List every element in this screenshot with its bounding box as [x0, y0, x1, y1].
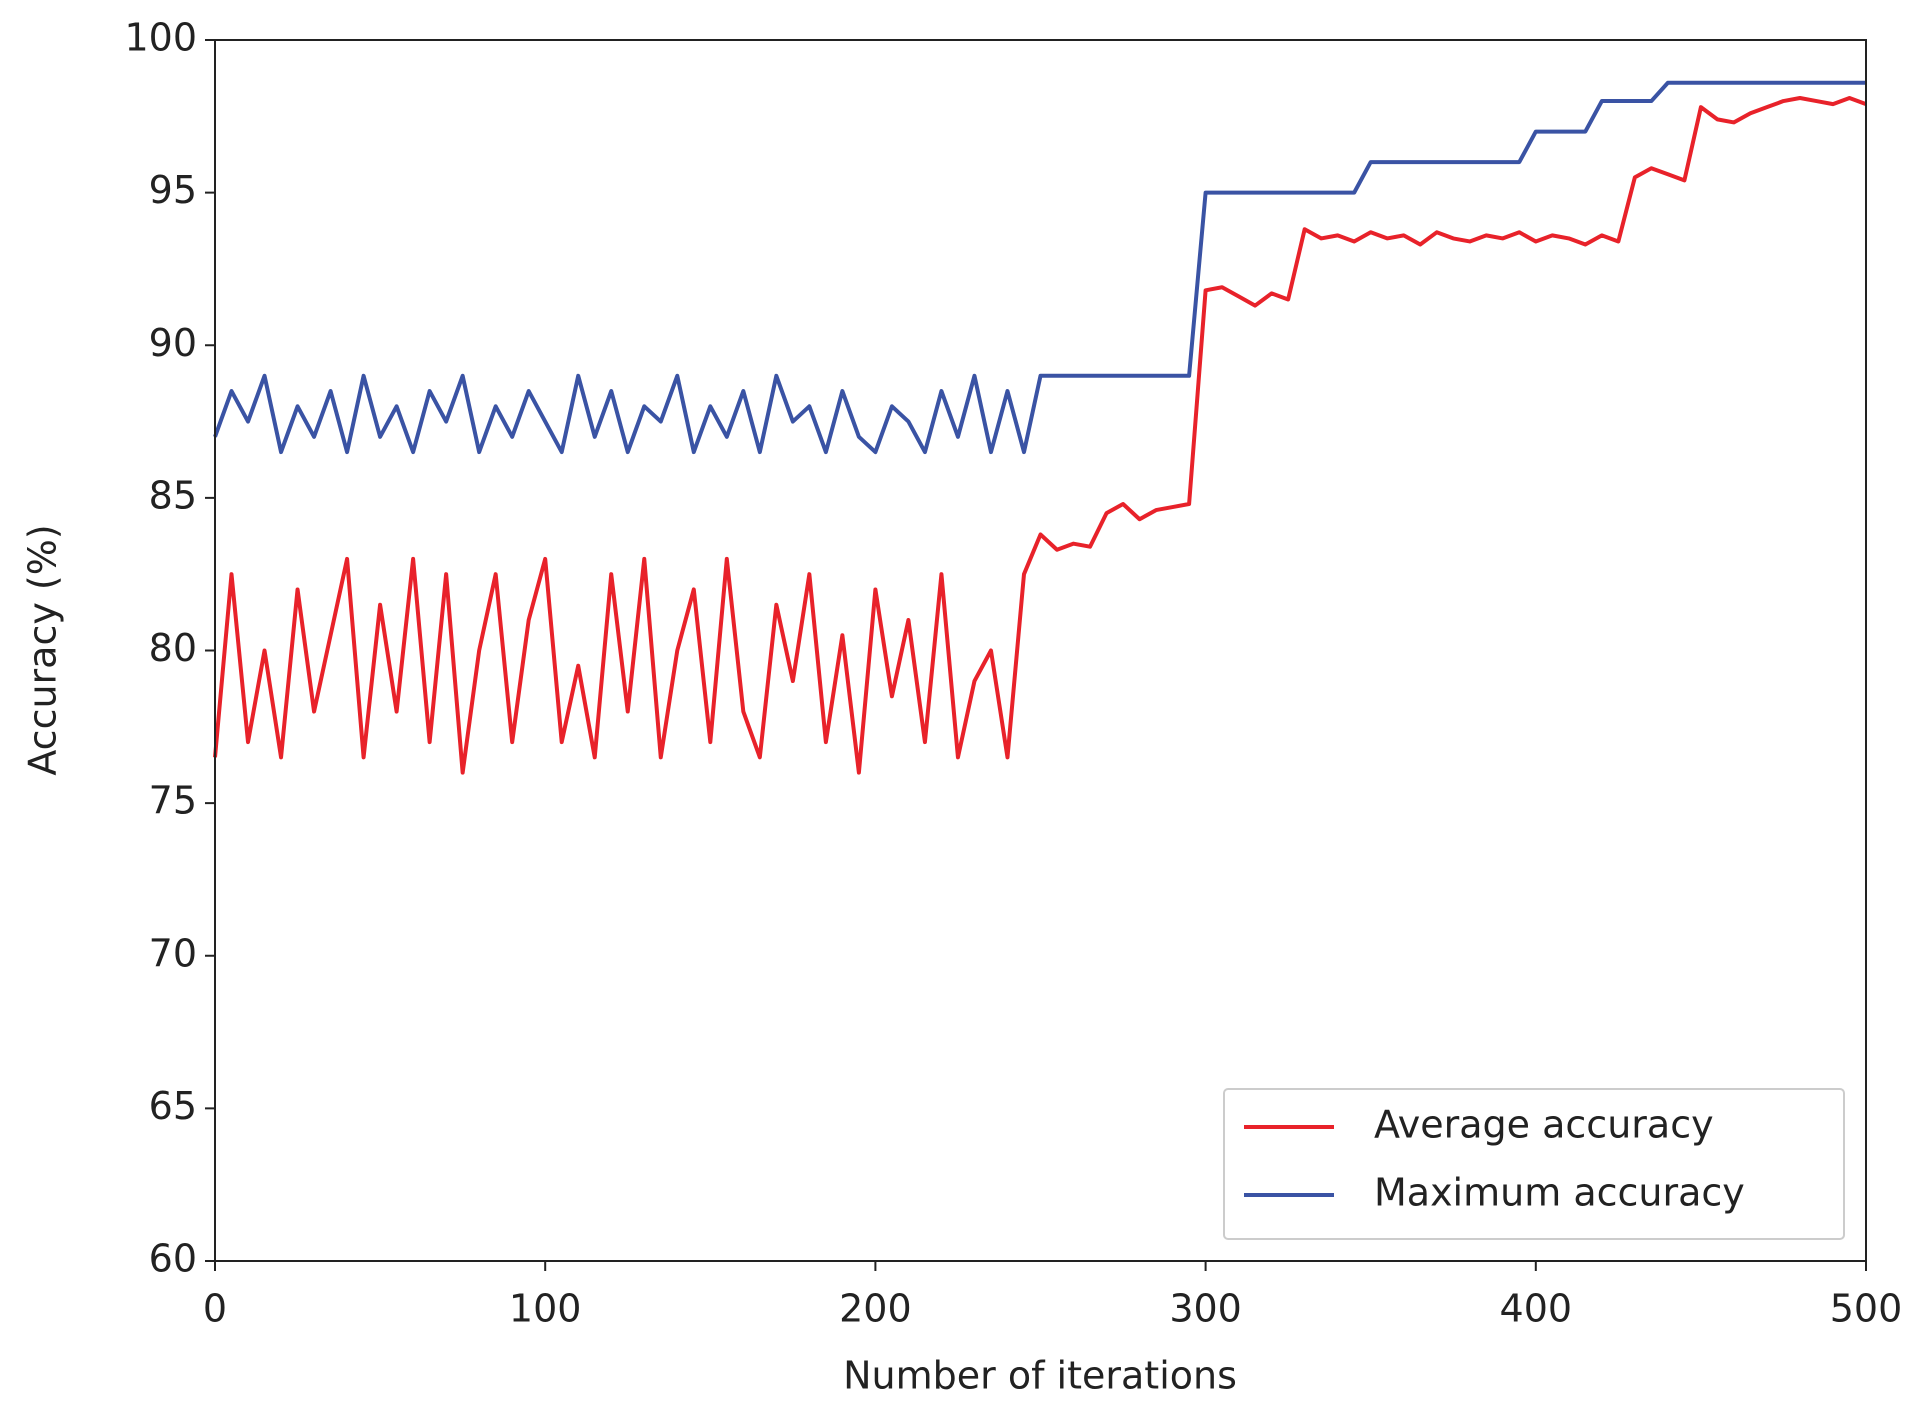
y-tick-label: 100	[124, 16, 197, 60]
y-tick-label: 85	[149, 473, 197, 517]
x-tick-label: 500	[1830, 1287, 1903, 1331]
y-axis-label: Accuracy (%)	[21, 524, 65, 775]
x-tick-label: 400	[1500, 1287, 1573, 1331]
y-tick-label: 95	[149, 168, 197, 212]
y-tick-label: 70	[149, 931, 197, 975]
y-tick-label: 65	[149, 1084, 197, 1128]
legend-label: Maximum accuracy	[1374, 1171, 1745, 1215]
y-tick-label: 80	[149, 626, 197, 670]
x-tick-label: 0	[203, 1287, 227, 1331]
x-axis-label: Number of iterations	[843, 1354, 1237, 1398]
series-line	[213, 95, 1867, 775]
y-tick-label: 75	[149, 779, 197, 823]
series-line	[213, 80, 1866, 455]
legend-box	[1223, 1088, 1845, 1240]
y-tick-label: 90	[149, 321, 197, 365]
legend-label: Average accuracy	[1374, 1103, 1714, 1147]
x-tick-label: 100	[509, 1287, 582, 1331]
plot-frame	[214, 39, 1867, 1262]
y-tick-label: 60	[149, 1237, 197, 1281]
x-tick-label: 300	[1169, 1287, 1242, 1331]
x-tick-label: 200	[839, 1287, 912, 1331]
